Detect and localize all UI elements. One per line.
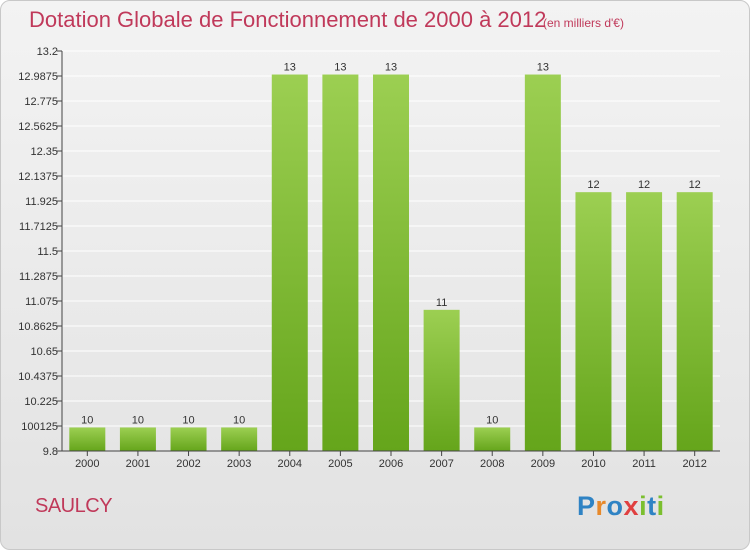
logo-letter: i — [656, 491, 665, 521]
logo-letter: t — [647, 491, 657, 521]
y-tick-label: 10.65 — [30, 346, 58, 358]
logo-letter: i — [639, 491, 648, 521]
bar-2007 — [423, 309, 460, 451]
bar-2008 — [474, 427, 511, 451]
data-label: 13 — [537, 62, 549, 74]
data-label: 11 — [436, 297, 447, 309]
y-tick-label: 13.2 — [37, 46, 58, 58]
x-tick-label: 2011 — [632, 458, 656, 470]
commune-name: SAULCY — [35, 495, 113, 517]
y-tick-label: 11.2875 — [19, 271, 58, 283]
x-tick-label: 2003 — [227, 458, 251, 470]
data-labels: 10 10 10 10 13 13 13 11 10 13 12 12 12 — [81, 62, 701, 427]
bar-2004 — [271, 74, 308, 451]
bar-2003 — [221, 427, 258, 451]
y-tick-label: 11.5 — [37, 246, 58, 258]
bars — [69, 74, 713, 452]
data-label: 13 — [385, 62, 397, 74]
bar-2001 — [119, 427, 156, 451]
proxiti-logo[interactable]: Proxiti — [577, 491, 665, 522]
y-tick-label: 9.8 — [43, 446, 58, 458]
y-axis-ticks: 9.8 100125 10.225 10.4375 10.65 10.8625 11.075… — [18, 46, 62, 458]
x-tick-label: 2001 — [126, 458, 150, 470]
logo-letter: P — [577, 491, 596, 521]
x-tick-label: 2012 — [682, 458, 706, 470]
data-label: 12 — [689, 179, 701, 191]
data-label: 10 — [182, 414, 194, 426]
y-tick-label: 10.4375 — [18, 371, 58, 383]
bar-2011 — [626, 192, 663, 452]
x-tick-label: 2000 — [75, 458, 99, 470]
chart-title: Dotation Globale de Fonctionnement de 20… — [29, 7, 547, 32]
logo-letter: x — [623, 491, 640, 521]
y-tick-label: 12.5625 — [18, 121, 58, 133]
y-tick-label: 12.35 — [30, 146, 58, 158]
x-tick-label: 2008 — [480, 458, 504, 470]
x-tick-label: 2010 — [581, 458, 605, 470]
y-tick-label: 12.9875 — [18, 71, 58, 83]
y-tick-label: 10.8625 — [18, 321, 58, 333]
y-tick-label: 12.1375 — [18, 171, 58, 183]
x-tick-label: 2005 — [328, 458, 352, 470]
data-label: 12 — [587, 179, 599, 191]
bar-2000 — [69, 427, 106, 451]
x-tick-label: 2007 — [429, 458, 453, 470]
bar-2006 — [373, 74, 409, 451]
y-tick-label: 11.925 — [25, 196, 58, 208]
x-axis-ticks: 2000 2001 2002 2003 2004 2005 2006 2007 2008 2009… — [75, 451, 707, 470]
bar-2002 — [170, 427, 207, 451]
x-tick-label: 2004 — [278, 458, 302, 470]
y-tick-label: 11.075 — [25, 296, 58, 308]
y-tick-label: 12.775 — [24, 96, 58, 108]
x-tick-label: 2009 — [531, 458, 555, 470]
y-tick-label: 11.7125 — [19, 221, 58, 233]
x-tick-label: 2006 — [379, 458, 403, 470]
y-tick-label: 10.225 — [24, 396, 58, 408]
logo-letter: r — [595, 491, 607, 521]
data-label: 13 — [334, 62, 346, 74]
bar-2010 — [575, 192, 612, 452]
x-tick-label: 2002 — [176, 458, 200, 470]
bar-2009 — [524, 74, 561, 451]
data-label: 12 — [638, 179, 650, 191]
data-label: 10 — [132, 414, 144, 426]
bar-2005 — [322, 74, 359, 451]
data-label: 10 — [233, 414, 245, 426]
chart-subtitle: (en milliers d'€) — [543, 16, 624, 30]
data-label: 10 — [81, 414, 93, 426]
data-label: 13 — [284, 62, 296, 74]
data-label: 10 — [486, 414, 498, 426]
y-tick-label: 100125 — [21, 421, 58, 433]
bar-2012 — [676, 192, 713, 452]
logo-letter: o — [606, 491, 624, 521]
